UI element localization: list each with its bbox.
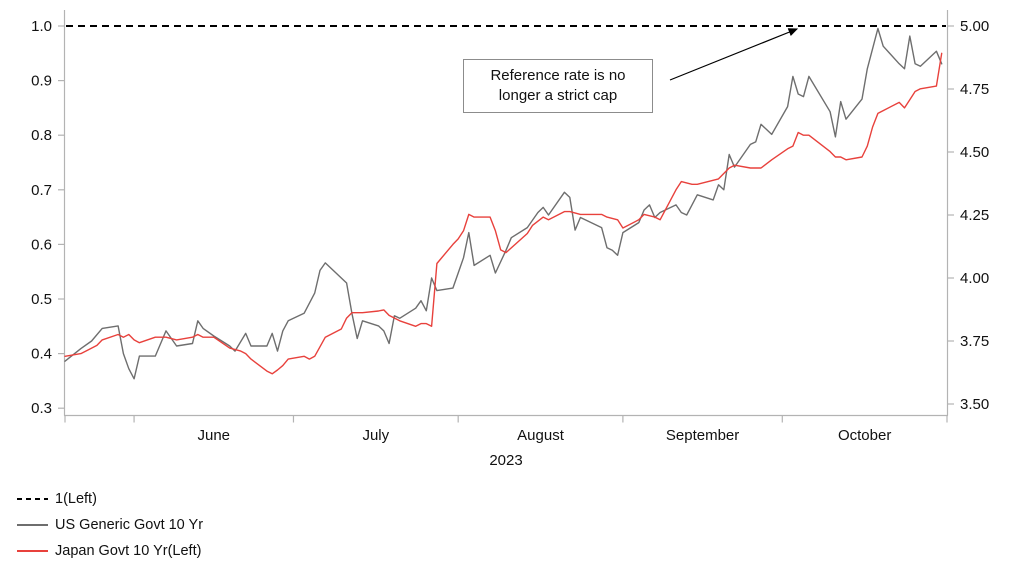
annotation-box: Reference rate is no longer a strict cap bbox=[463, 59, 653, 113]
right-axis-tick-label: 5.00 bbox=[960, 18, 989, 35]
right-axis-tick-label: 4.50 bbox=[960, 144, 989, 161]
chart-legend: 1(Left) US Generic Govt 10 Yr Japan Govt… bbox=[17, 486, 203, 564]
right-axis-tick-label: 4.75 bbox=[960, 81, 989, 98]
right-axis-tick-label: 4.00 bbox=[960, 270, 989, 287]
left-axis-tick-label: 0.5 bbox=[31, 291, 52, 308]
line-chart-canvas: 1.0 0.9 0.8 0.7 0.6 0.5 0.4 0.3 5.00 4.75 4.50 4.25… bbox=[31, 10, 989, 469]
left-axis-tick-label: 1.0 bbox=[31, 18, 52, 35]
annotation-text-line1: Reference rate is no bbox=[490, 66, 626, 84]
x-axis-month-label: August bbox=[517, 427, 565, 444]
gray-line-swatch-icon bbox=[17, 524, 48, 526]
left-axis-tick-label: 0.9 bbox=[31, 73, 52, 90]
legend-label-us: US Generic Govt 10 Yr bbox=[55, 517, 204, 533]
us-generic-govt-10yr-line bbox=[64, 27, 943, 380]
dashed-line-swatch-icon bbox=[17, 498, 48, 500]
x-axis-month-label: June bbox=[198, 427, 231, 444]
left-axis-tick-label: 0.8 bbox=[31, 127, 52, 144]
x-axis-year-label: 2023 bbox=[489, 452, 522, 469]
legend-label-reference: 1(Left) bbox=[55, 491, 97, 507]
annotation-arrow bbox=[669, 28, 799, 81]
legend-item-japan-series: Japan Govt 10 Yr(Left) bbox=[17, 538, 203, 564]
left-axis-tick-label: 0.7 bbox=[31, 182, 52, 199]
japan-govt-10yr-line bbox=[64, 52, 943, 375]
legend-item-us-series: US Generic Govt 10 Yr bbox=[17, 512, 203, 538]
left-axis-tick-label: 0.4 bbox=[31, 346, 52, 363]
right-axis-tick-label: 4.25 bbox=[960, 207, 989, 224]
right-axis-tick-label: 3.75 bbox=[960, 333, 989, 350]
left-axis-tick-label: 0.3 bbox=[31, 400, 52, 417]
x-axis-month-label: September bbox=[666, 427, 739, 444]
x-axis-month-label: October bbox=[838, 427, 891, 444]
annotation-text-line2: longer a strict cap bbox=[498, 87, 618, 104]
right-axis-tick-label: 3.50 bbox=[960, 396, 989, 413]
x-axis-month-label: July bbox=[362, 427, 389, 444]
red-line-swatch-icon bbox=[17, 550, 48, 552]
legend-item-reference-line: 1(Left) bbox=[17, 486, 203, 512]
left-axis-tick-label: 0.6 bbox=[31, 236, 52, 253]
legend-label-japan: Japan Govt 10 Yr(Left) bbox=[55, 543, 202, 559]
